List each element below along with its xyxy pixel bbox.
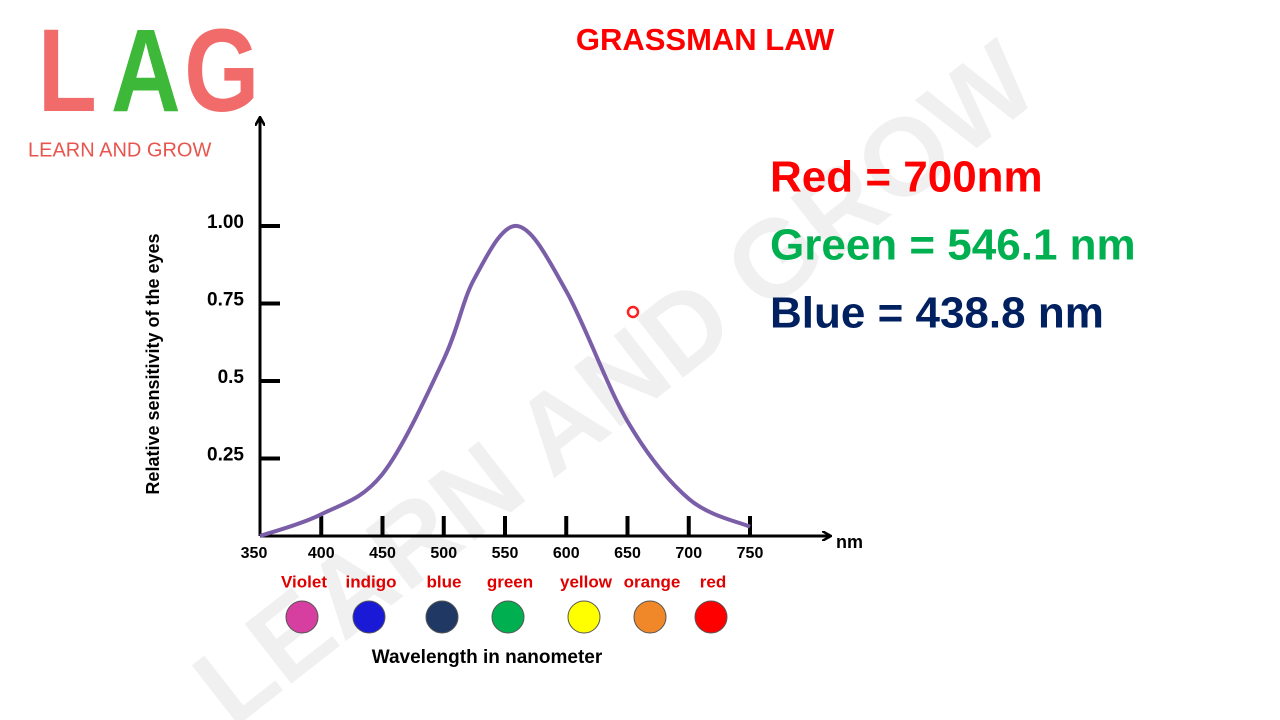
x-axis-label: Wavelength in nanometer — [372, 647, 603, 668]
logo-letter: A — [111, 4, 181, 136]
color-band-dot — [491, 600, 525, 634]
pointer-dot — [626, 305, 640, 319]
equation: Green = 546.1 nm — [770, 221, 1136, 270]
y-tick-label: 0.25 — [207, 445, 244, 466]
color-band-label: red — [700, 572, 726, 591]
x-tick-label: 350 — [241, 545, 268, 562]
x-tick-label: 550 — [492, 545, 519, 562]
y-tick-label: 0.5 — [218, 367, 245, 388]
color-band-dot — [352, 600, 386, 634]
x-tick-label: 700 — [675, 545, 702, 562]
color-band-label: orange — [624, 572, 681, 591]
x-axis-unit: nm — [836, 532, 863, 552]
x-tick-label: 500 — [430, 545, 457, 562]
sensitivity-curve — [259, 224, 751, 538]
logo-tagline: LEARN AND GROW — [28, 139, 211, 161]
color-band-dot — [633, 600, 667, 634]
logo-letter: G — [184, 4, 259, 136]
y-tick-label: 0.75 — [207, 290, 244, 311]
color-band-label: Violet — [281, 572, 327, 591]
color-band-dot — [425, 600, 459, 634]
color-band-label: yellow — [560, 572, 613, 591]
color-band-dot — [567, 600, 601, 634]
color-band-dot — [285, 600, 319, 634]
x-tick-label: 750 — [737, 545, 764, 562]
x-tick-label: 450 — [369, 545, 396, 562]
color-band-dot — [694, 600, 728, 634]
x-tick-label: 650 — [614, 545, 641, 562]
color-band-label: blue — [427, 572, 462, 591]
equation: Red = 700nm — [770, 153, 1043, 202]
y-axis-label: Relative sensitivity of the eyes — [143, 233, 163, 494]
logo-letter: L — [38, 4, 97, 136]
x-tick-label: 600 — [553, 545, 580, 562]
color-band-label: green — [487, 572, 533, 591]
chart-title: GRASSMAN LAW — [576, 22, 835, 57]
x-tick-label: 400 — [308, 545, 335, 562]
y-tick-label: 1.00 — [207, 212, 244, 233]
equation: Blue = 438.8 nm — [770, 289, 1104, 338]
color-band-label: indigo — [346, 572, 397, 591]
